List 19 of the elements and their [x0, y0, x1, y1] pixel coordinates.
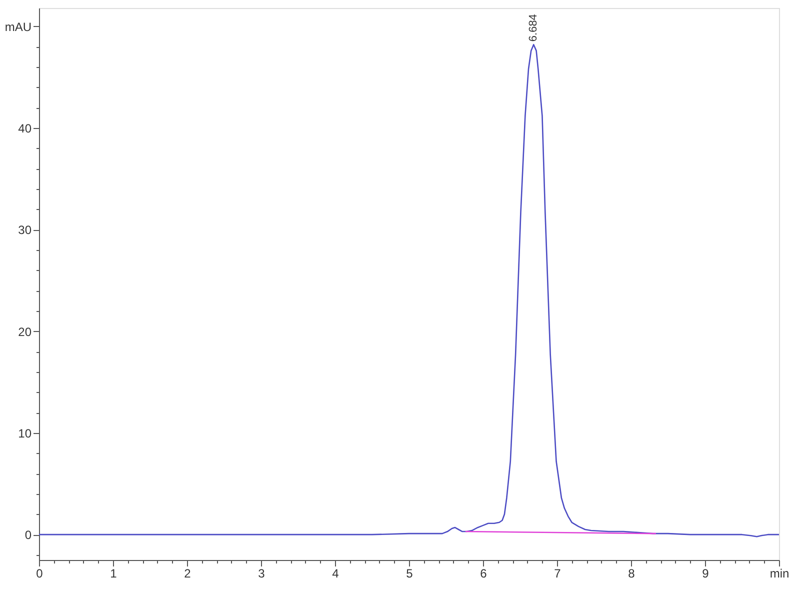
x-tick-label: 1	[110, 566, 118, 580]
x-tick-label: 5	[406, 566, 414, 580]
x-tick-label: 8	[628, 566, 636, 580]
x-tick-label: 2	[184, 566, 192, 580]
x-tick-label: 3	[258, 566, 266, 580]
y-tick-label: 0	[24, 528, 32, 542]
x-tick-label: 6	[480, 566, 488, 580]
x-tick-label: 7	[554, 566, 562, 580]
x-tick-label: min	[770, 566, 790, 580]
y-tick-label: 10	[18, 426, 32, 440]
y-tick-label: 20	[18, 324, 32, 339]
x-tick-label: 9	[702, 566, 710, 580]
annotation: 6.684	[528, 14, 540, 42]
line-series	[39, 44, 779, 538]
x-tick-label: 4	[332, 566, 340, 580]
y-tick-label: mAU	[4, 20, 32, 34]
x-tick-label: 0	[36, 566, 44, 580]
y-tick-label: 30	[18, 223, 32, 238]
y-tick-label: 40	[18, 121, 32, 136]
